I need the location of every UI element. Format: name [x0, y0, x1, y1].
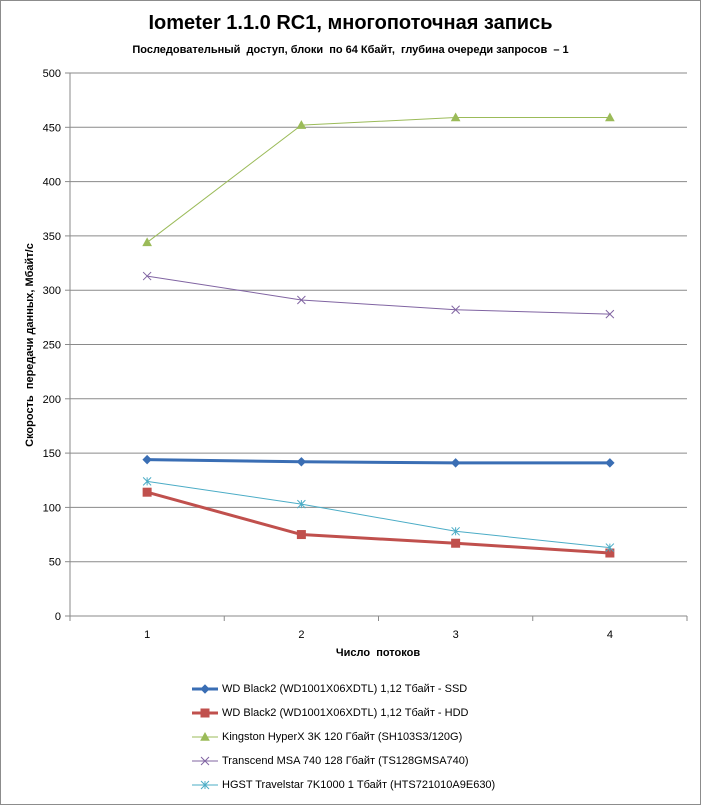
data-point [605, 309, 615, 319]
chart-title: Iometer 1.1.0 RC1, многопоточная запись [148, 12, 553, 34]
data-point [450, 458, 461, 468]
y-tick-label: 50 [49, 557, 61, 569]
y-tick-label: 200 [43, 394, 61, 406]
data-point [605, 112, 615, 122]
legend-swatch [192, 731, 218, 741]
legend-item: Transcend MSA 740 128 Гбайт (TS128GMSA74… [188, 751, 528, 775]
legend-item: Kingston HyperX 3K 120 Гбайт (SH103S3/12… [188, 727, 528, 751]
series-line-5 [147, 480, 610, 549]
y-tick-label: 350 [43, 231, 61, 243]
legend-label: WD Black2 (WD1001X06XDTL) 1,12 Тбайт - H… [222, 707, 469, 719]
data-point [297, 295, 306, 305]
series-line-4 [147, 275, 610, 315]
y-tick-label: 250 [43, 340, 61, 352]
data-point [142, 454, 152, 465]
chart-subtitle: Последовательный доступ, блоки по 64 Кба… [132, 44, 569, 56]
legend-marker [200, 731, 210, 741]
legend-item: HGST Travelstar 7K1000 1 Тбайт (HTS72101… [188, 775, 528, 799]
data-point [142, 476, 152, 486]
data-point [142, 271, 152, 281]
legend: WD Black2 (WD1001X06XDTL) 1,12 Тбайт - S… [188, 679, 528, 799]
data-point [296, 457, 307, 467]
data-point [605, 543, 615, 552]
series-line-3 [146, 117, 610, 243]
legend-label: Kingston HyperX 3K 120 Гбайт (SH103S3/12… [222, 731, 463, 743]
y-tick-label: 300 [43, 285, 61, 297]
data-point [605, 458, 615, 468]
y-tick-label: 0 [55, 611, 61, 623]
legend-marker [200, 684, 210, 694]
y-tick-label: 450 [43, 122, 61, 134]
legend-marker [200, 780, 210, 790]
legend-label: Transcend MSA 740 128 Гбайт (TS128GMSA74… [222, 755, 469, 767]
legend-marker [200, 756, 210, 766]
data-point [297, 499, 306, 509]
legend-swatch [192, 780, 218, 790]
legend-swatch [192, 708, 218, 718]
legend-label: WD Black2 (WD1001X06XDTL) 1,12 Тбайт - S… [222, 683, 468, 695]
series-line-1 [147, 458, 610, 465]
y-tick-label: 500 [43, 68, 61, 80]
legend-item: WD Black2 (WD1001X06XDTL) 1,12 Тбайт - H… [188, 703, 528, 727]
data-point [450, 112, 461, 122]
data-point [142, 487, 152, 497]
data-point [142, 237, 152, 247]
y-tick-label: 400 [43, 177, 61, 189]
x-tick-label: 3 [453, 629, 459, 641]
legend-label: HGST Travelstar 7K1000 1 Тбайт (HTS72101… [222, 779, 496, 791]
data-point [296, 530, 306, 540]
data-point [451, 526, 460, 536]
y-tick-label: 150 [43, 448, 61, 460]
legend-swatch [192, 684, 218, 694]
x-tick-label: 2 [298, 629, 304, 641]
data-point [296, 120, 307, 129]
series-line-2 [146, 490, 610, 555]
legend-marker [200, 708, 210, 718]
y-tick-label: 100 [43, 502, 61, 514]
data-point [451, 538, 461, 548]
legend-swatch [192, 756, 218, 766]
legend-item: WD Black2 (WD1001X06XDTL) 1,12 Тбайт - S… [188, 679, 528, 703]
x-tick-label: 4 [607, 629, 613, 641]
data-point [451, 305, 460, 315]
x-axis-title: Число потоков [335, 647, 421, 659]
x-tick-label: 1 [144, 629, 150, 641]
